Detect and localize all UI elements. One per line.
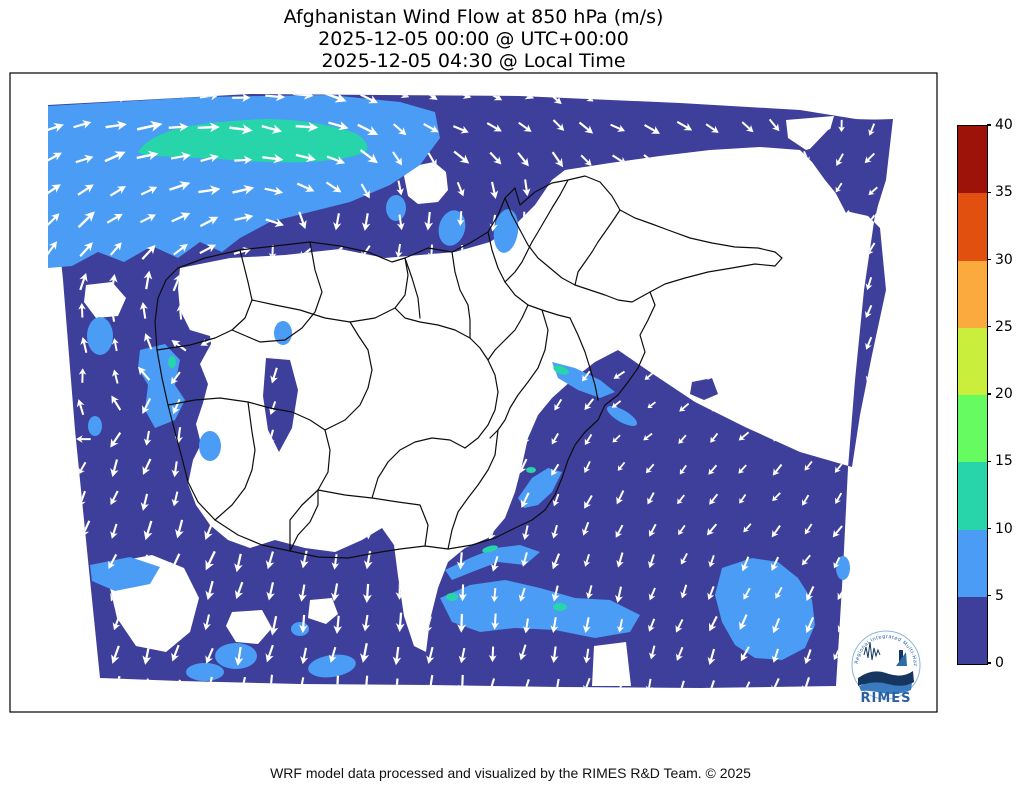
colorbar-tick-label: 40 [995,117,1013,133]
colorbar-segment-0-5 [958,596,987,664]
wind-speed-fill-layer [48,94,893,688]
logo-seismogram-icon [863,641,881,661]
colorbar-tick-label: 25 [995,318,1013,335]
logo-mountain-icon [896,652,907,666]
colorbar-segment-20-25 [958,327,987,395]
axes-frame [9,72,938,713]
colorbar-tick-mark [987,124,991,126]
colorbar-tick-label: 0 [995,655,1004,671]
logo-tower-icon [899,650,903,666]
colorbar-tick-label: 35 [995,184,1013,201]
title-line-1: Afghanistan Wind Flow at 850 hPa (m/s) [283,6,664,28]
colorbar-tick-mark [987,393,991,395]
colorbar-tick-mark [987,460,991,462]
colorbar-tick-label: 5 [995,587,1004,604]
logo-wave-light [859,682,912,694]
colorbar-tick-label: 10 [995,520,1013,537]
colorbar-segment-10-15 [958,462,987,530]
colorbar-segment-35-40 [958,126,987,194]
colorbar-tick-mark [987,326,991,328]
speed-band-5-10-patches [87,195,850,681]
colorbar-tick-label: 20 [995,386,1013,402]
colorbar-tick-label: 30 [995,251,1013,268]
colorbar-segment-25-30 [958,260,987,328]
logo-name-text: RIMES [860,691,911,706]
colorbar-segment-5-10 [958,529,987,597]
colorbar-tick-mark [987,258,991,261]
country-outline [154,175,783,559]
colorbar-tick-mark [987,662,991,664]
colorbar-tick-mark [987,595,991,597]
speed-band-10-15-patches [168,356,569,611]
colorbar-gradient [958,126,987,664]
colorbar-legend [957,125,988,665]
title-line-2: 2025-12-05 00:00 @ UTC+00:00 [318,28,629,50]
chart-title: Afghanistan Wind Flow at 850 hPa (m/s) 2… [0,6,947,72]
colorbar-tick-mark [987,191,991,193]
speed-band-0-5-northeast-patch [807,119,890,214]
colorbar-segment-15-20 [958,395,987,463]
credit-text: WRF model data processed and visualized … [270,765,751,781]
colorbar-tick-label: 15 [995,453,1013,470]
colorbar-tick-mark [987,527,991,530]
province-borders [154,175,783,559]
colorbar-segment-30-35 [958,193,987,261]
title-line-3: 2025-12-05 04:30 @ Local Time [321,50,626,72]
